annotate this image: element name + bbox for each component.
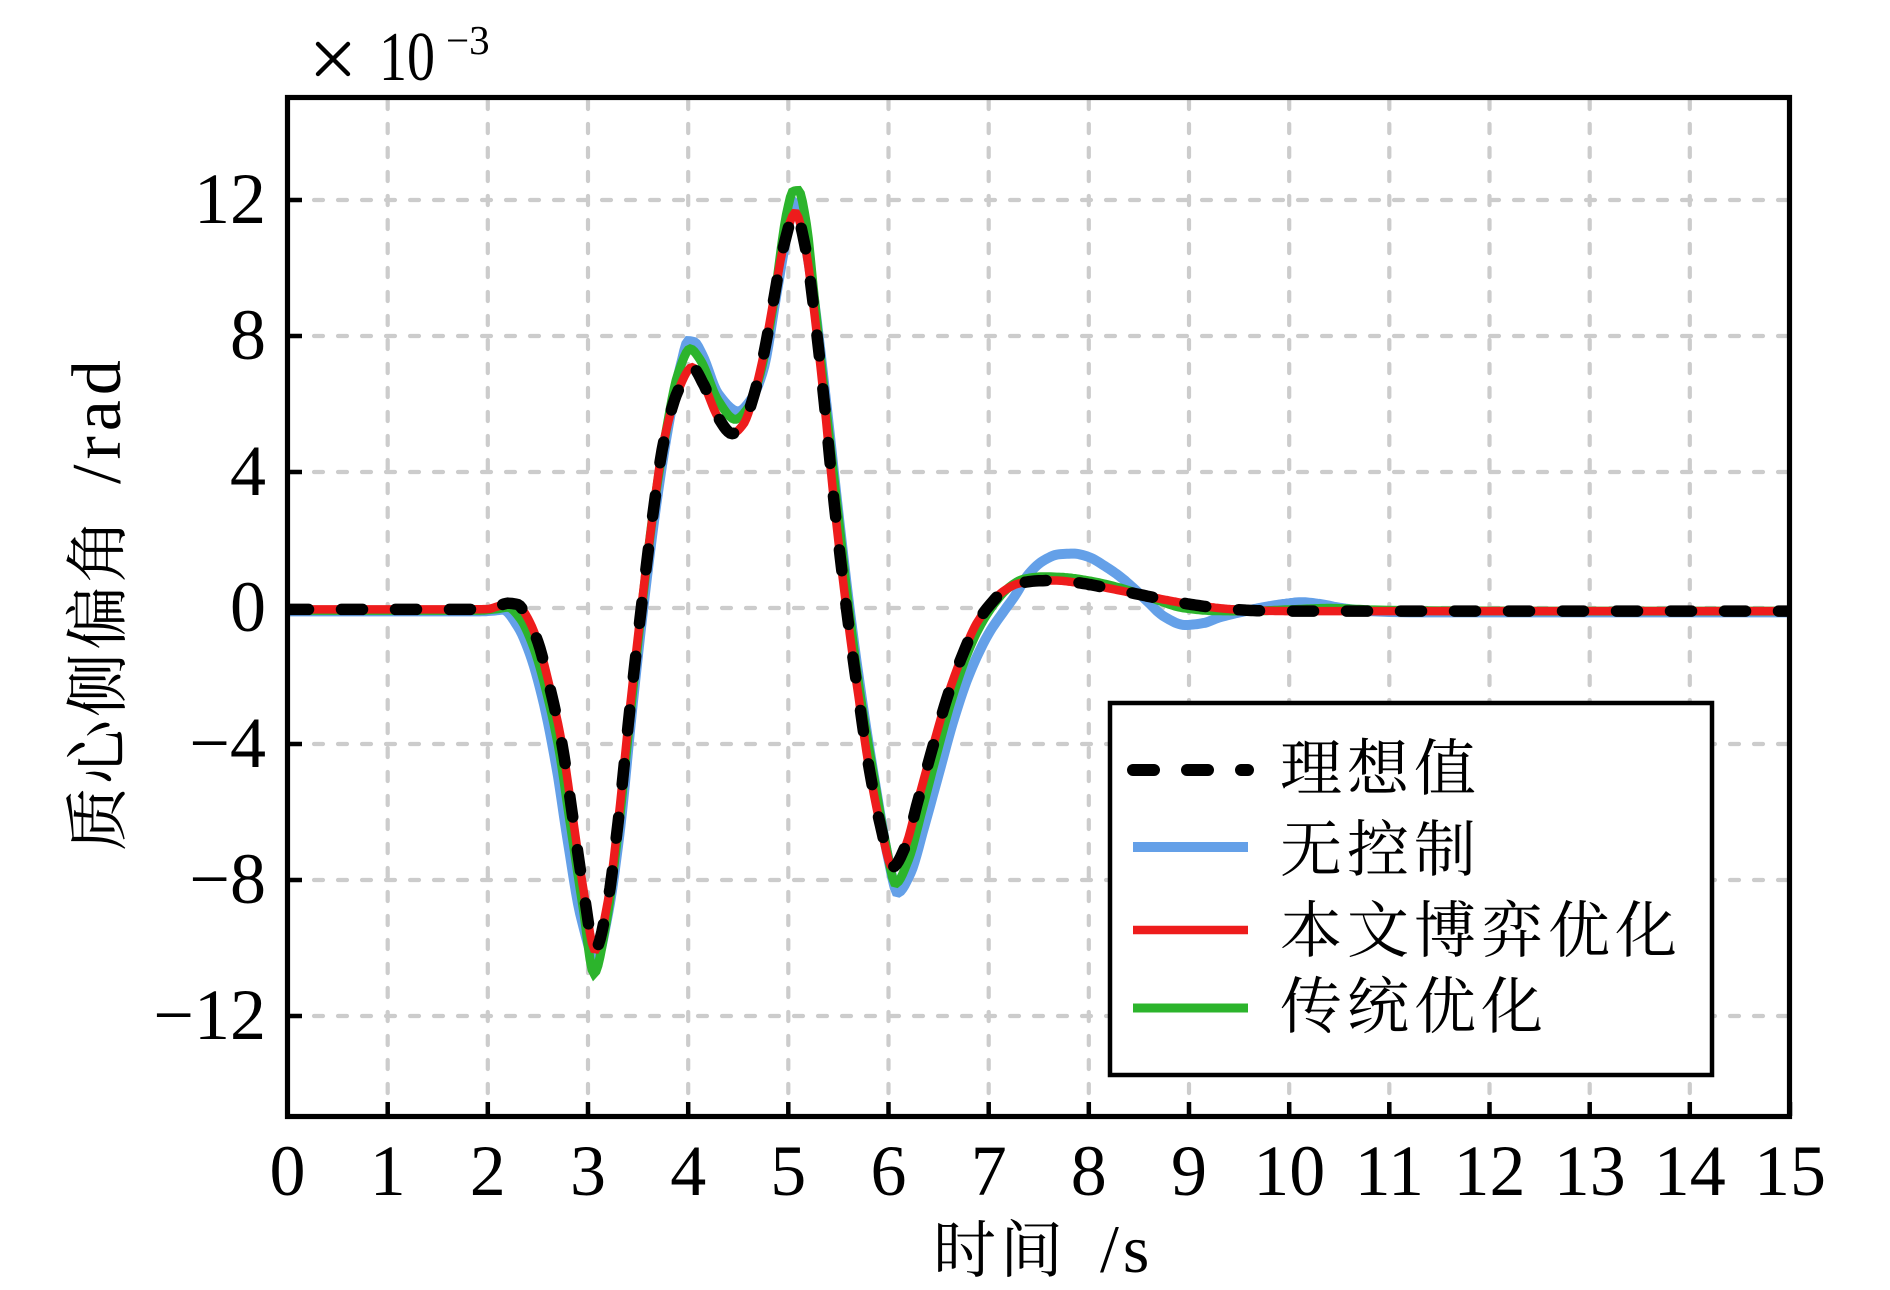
svg-text:0: 0: [230, 567, 266, 647]
svg-text:15: 15: [1754, 1131, 1826, 1211]
svg-text:2: 2: [470, 1131, 506, 1211]
svg-text:8: 8: [230, 295, 266, 375]
svg-text:10: 10: [379, 19, 435, 96]
svg-text:−12: −12: [153, 975, 266, 1055]
svg-text:6: 6: [871, 1131, 907, 1211]
svg-text:4: 4: [670, 1131, 706, 1211]
svg-text:14: 14: [1654, 1131, 1726, 1211]
svg-text:7: 7: [971, 1131, 1007, 1211]
svg-text:3: 3: [570, 1131, 606, 1211]
svg-text:4: 4: [230, 431, 266, 511]
svg-text:/rad: /rad: [59, 355, 136, 484]
svg-text:12: 12: [194, 159, 266, 239]
svg-text:8: 8: [1071, 1131, 1107, 1211]
svg-text:−4: −4: [189, 703, 266, 783]
svg-text:9: 9: [1171, 1131, 1207, 1211]
svg-text:−8: −8: [189, 839, 266, 919]
svg-text:12: 12: [1454, 1131, 1526, 1211]
svg-text:/s: /s: [1100, 1211, 1153, 1287]
svg-text:1: 1: [370, 1131, 406, 1211]
svg-text:−3: −3: [446, 17, 490, 63]
svg-text:11: 11: [1355, 1131, 1424, 1211]
svg-text:5: 5: [770, 1131, 806, 1211]
svg-text:10: 10: [1253, 1131, 1325, 1211]
svg-text:13: 13: [1554, 1131, 1626, 1211]
svg-text:0: 0: [270, 1131, 306, 1211]
